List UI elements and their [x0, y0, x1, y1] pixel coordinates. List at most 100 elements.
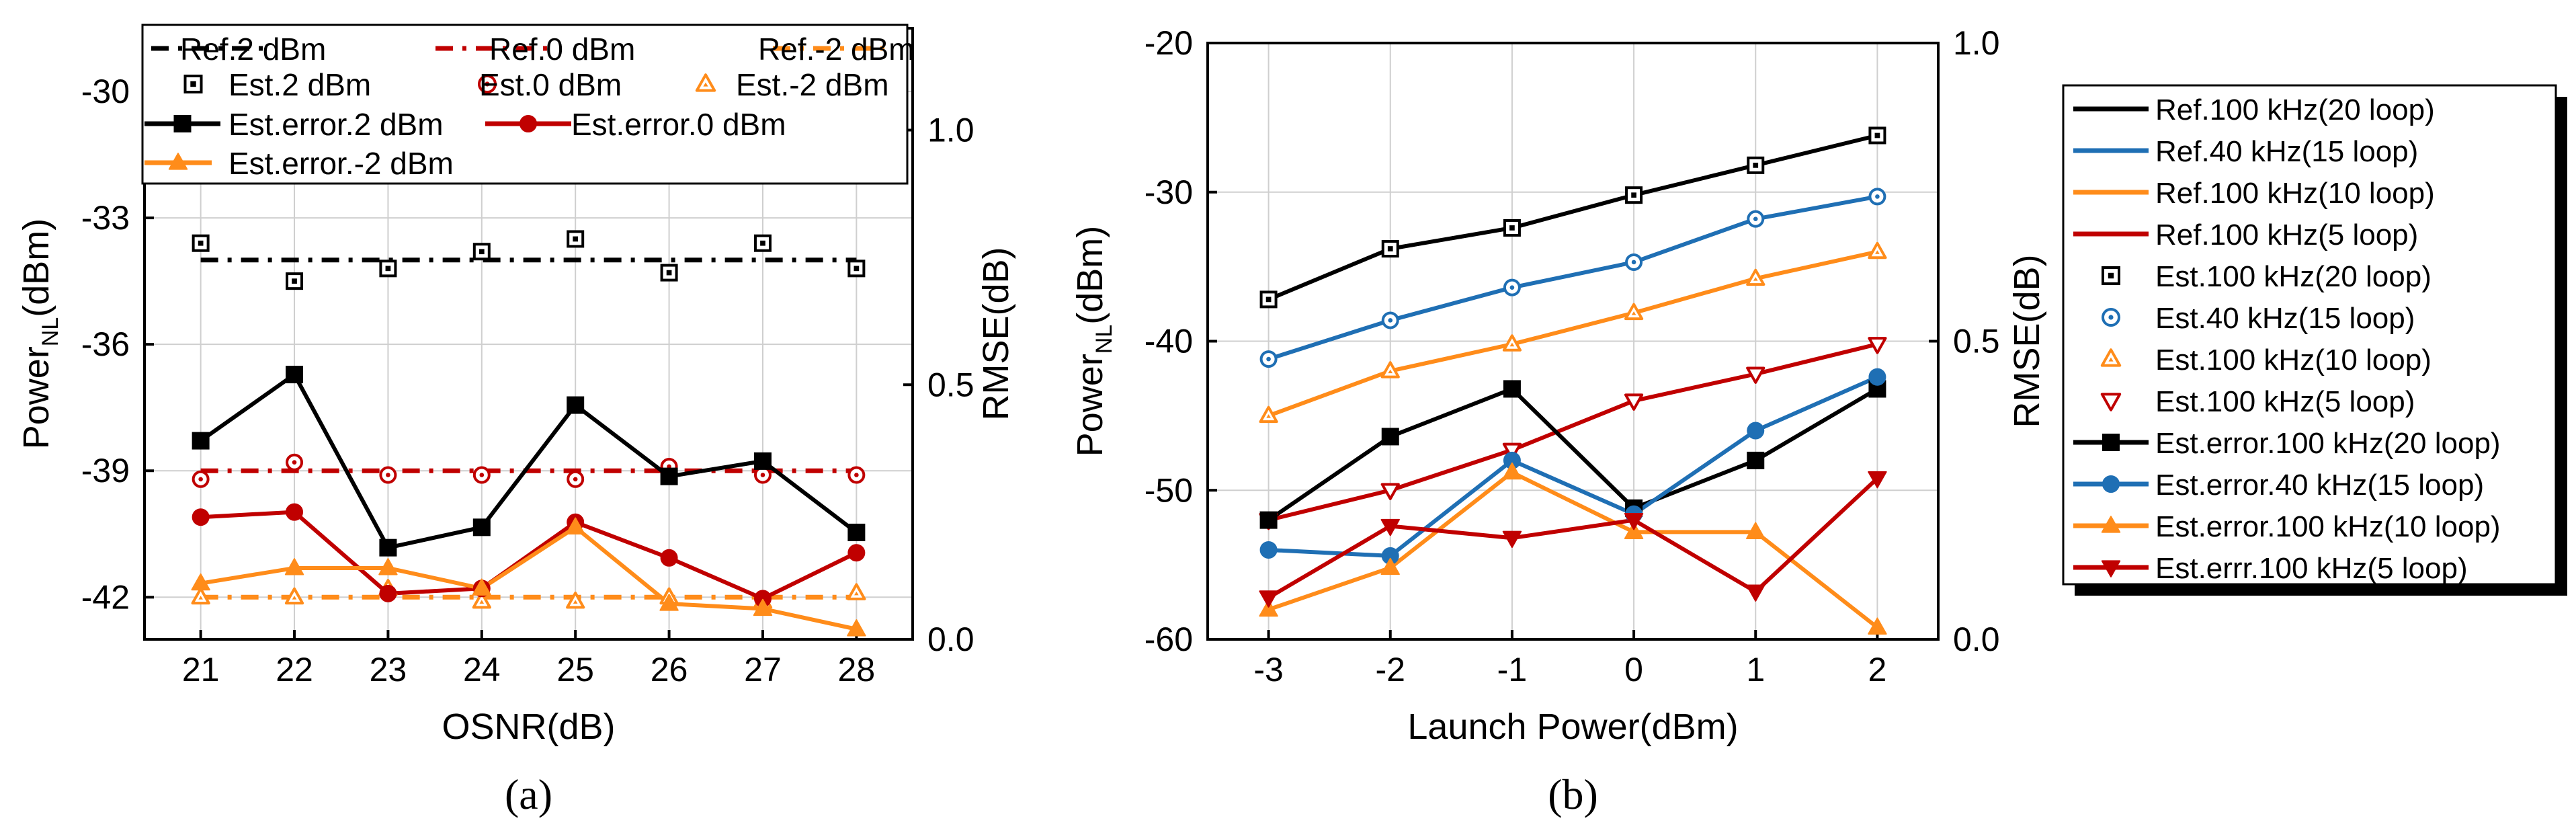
panel-a-series-est-2-dbm-point-0-center — [198, 240, 204, 246]
panel-b-series-est-40-khz-15-loop-point-5-center — [1875, 194, 1880, 199]
panel-a-legend: Ref.2 dBm Ref.0 dBm Ref.-2 dBm Est.2 dBm Est… — [141, 24, 915, 185]
panel-a-series-est-2-dbm-point-7-center — [854, 591, 859, 596]
panel-a-series-est-error-0-dbm-line — [200, 510, 858, 601]
panel-a-legend-entry-est-error-2-dbm-label: Est.error.-2 dBm — [228, 146, 454, 181]
panel-b-series-est-40-khz-15-loop-point-4 — [1747, 210, 1765, 228]
panel-a-series-est-2-dbm-point-4 — [567, 230, 585, 248]
panel-b-series-est-100-khz-10-loop-point-0 — [1259, 405, 1278, 424]
panel-b-series-est-100-khz-5-loop-point-4-shape — [1746, 366, 1765, 384]
panel-a-series-est-error-0-dbm-point-2-shape — [379, 584, 397, 602]
panel-a-xtick-label-1: 22 — [276, 651, 313, 688]
panel-a-legend-entry-ref-0-dbm-label: Ref.0 dBm — [489, 32, 635, 67]
panel-a-series-est-error-2-dbm-point-6-shape — [753, 452, 772, 470]
panel-b-xtick-label-5: 2 — [1868, 651, 1887, 688]
panel-a-series-est-error-0-dbm-point-2 — [379, 584, 397, 602]
panel-a-series-est-error-2-dbm-point-1 — [286, 366, 304, 384]
panel-b-series-ref-100-khz-20-loop-line — [1268, 133, 1878, 302]
panel-b-legend-entry-est-error-100-khz-20-loop-label: Est.error.100 kHz(20 loop) — [2155, 427, 2501, 460]
panel-b-legend-entry-est-error-100-khz-10-loop-marker-shape — [2101, 516, 2121, 533]
panel-b-legend-entry-est-40-khz-15-loop: Est.40 kHz(15 loop) — [2102, 302, 2415, 335]
panel-a-series-est-error-2-dbm-point-7-shape — [847, 523, 866, 541]
panel-a-legend-entry-est-error-0-dbm-marker — [520, 115, 537, 132]
panel-b-legend-entry-est-error-40-khz-15-loop-label: Est.error.40 kHz(15 loop) — [2155, 469, 2484, 502]
panel-b-legend-entry-est-100-khz-5-loop-marker-shape — [2100, 393, 2122, 411]
panel-a-series-est-error-0-dbm-point-7-shape — [847, 544, 866, 562]
panel-a-series-est-error-2-dbm-point-4 — [565, 517, 585, 534]
panel-b-ytick-label-0: -20 — [1145, 24, 1193, 62]
panel-a-legend-entry-est-error-2-dbm-label: Est.error.2 dBm — [228, 107, 444, 142]
panel-b-legend-entry-est-error-100-khz-10-loop: Est.error.100 kHz(10 loop) — [2073, 510, 2501, 543]
panel-b-series-est-40-khz-15-loop-point-2-center — [1509, 285, 1515, 290]
panel-b-series-est-errr-100-khz-5-loop-point-1 — [1380, 518, 1400, 536]
panel-b-series-est-100-khz-10-loop-point-4 — [1746, 268, 1765, 286]
panel-a-xtick-label-4: 25 — [556, 651, 594, 688]
panel-a-series-est-error-0-dbm-point-7 — [847, 544, 866, 562]
panel-b-legend-entry-est-100-khz-20-loop-marker-center — [2108, 272, 2114, 279]
panel-a-series-est-error-2-dbm-line — [199, 372, 858, 550]
panel-a-series-est-2-dbm-point-1 — [284, 587, 304, 605]
panel-b-legend-entry-est-errr-100-khz-5-loop-marker — [2101, 560, 2121, 578]
panel-a-series-est-2-dbm-point-0-center — [198, 596, 203, 600]
panel-b-ytick-label-2: -40 — [1145, 323, 1193, 360]
panel-a-series-est-error-2-dbm-point-4-shape — [565, 517, 585, 534]
panel-a-series-est-0-dbm-point-3-center — [479, 473, 485, 477]
panel-a-legend-entry-est-2-dbm-label: Est.-2 dBm — [736, 67, 889, 102]
panel-b-legend-entry-est-error-100-khz-20-loop-marker-shape — [2102, 434, 2120, 451]
panel-b-series-est-error-100-khz-20-loop-point-4 — [1747, 451, 1765, 469]
panel-a-xtick-label-6: 27 — [744, 651, 782, 688]
panel-b-series-est-error-100-khz-10-loop-point-4 — [1746, 522, 1765, 539]
panel-b-series-est-100-khz-20-loop-point-3 — [1625, 186, 1643, 204]
panel-a-legend-entry-est-2-dbm-marker — [695, 73, 716, 92]
panel-a-ytick-label-4: -42 — [81, 578, 130, 616]
panel-b-series-est-100-khz-20-loop-point-4-center — [1753, 162, 1759, 168]
panel-b-series-est-error-100-khz-10-loop-point-3-shape — [1624, 522, 1644, 539]
panel-b-series-est-error-100-khz-20-loop-point-1-shape — [1381, 428, 1399, 446]
panel-a-ytick-label-2: -36 — [81, 325, 130, 363]
panel-a-xlabel: OSNR(dB) — [442, 707, 615, 747]
panel-a-y2tick-label-1: 0.5 — [927, 366, 974, 403]
panel-a-series-est-error-2-dbm-point-2-shape — [378, 558, 398, 575]
panel-a-series-est-0-dbm-point-6-center — [760, 473, 765, 477]
panel-b-series-est-error-100-khz-10-loop-point-2-shape — [1502, 462, 1522, 480]
panel-a-series-est-error-2-dbm-point-4 — [567, 396, 585, 414]
panel-b-series-est-100-khz-10-loop-point-3-center — [1631, 311, 1636, 315]
panel-a-series-est-0-dbm-point-7 — [847, 466, 866, 484]
panel-b-ylabel-main: Power — [1070, 354, 1110, 456]
panel-a-series-est-error-2-dbm-point-2 — [379, 539, 397, 557]
panel-a-series-est-error-2-dbm-point-2 — [378, 558, 398, 575]
panel-b-series-est-100-khz-10-loop-point-0-center — [1266, 414, 1271, 418]
panel-b-series-est-errr-100-khz-5-loop-point-1-shape — [1380, 518, 1400, 536]
panel-a-y2tick-label-2: 0.0 — [927, 621, 974, 658]
panel-b-series-ref-100-khz-10-loop-line — [1268, 249, 1878, 418]
panel-b-legend-entry-est-error-100-khz-10-loop-marker — [2101, 516, 2121, 533]
panel-a-series-est-error-0-dbm-point-5-shape — [660, 549, 678, 567]
panel-b-series-est-100-khz-5-loop-point-1 — [1380, 483, 1400, 500]
panel-a-legend-entry-est-0-dbm-label: Est.0 dBm — [479, 67, 622, 102]
panel-b-series-est-40-khz-15-loop-point-1 — [1381, 311, 1399, 329]
panel-b-series-est-100-khz-20-loop-point-2 — [1503, 218, 1521, 237]
panel-b-legend-entry-est-100-khz-20-loop-marker — [2102, 266, 2120, 285]
panel-b: -20 -30 -40 -50 -60 1.0 0.5 0.0 -3 -2 -1 0 1 2 Launch … — [1070, 24, 2567, 818]
panel-b-legend: Ref.100 kHz(20 loop) Ref.40 kHz(15 loop) R… — [2062, 84, 2567, 596]
panel-b-series-ref-100-khz-5-loop-line — [1268, 342, 1878, 522]
panel-b-legend-entry-est-error-40-khz-15-loop-marker-shape — [2102, 475, 2120, 493]
panel-b-series-est-error-100-khz-20-loop-line — [1267, 387, 1878, 522]
panel-b-series-ref-40-khz-15-loop-line — [1268, 194, 1878, 361]
panel-b-legend-box — [2062, 84, 2557, 586]
panel-b-series-est-error-40-khz-15-loop-point-0 — [1259, 541, 1278, 559]
panel-b-series-est-errr-100-khz-5-loop-point-4 — [1746, 584, 1765, 602]
panel-a-series-est-2-dbm-point-2 — [379, 260, 397, 278]
panel-a-ylabel-main: Power — [16, 346, 56, 449]
panel-a-legend-entry-est-0-dbm-marker-center — [485, 81, 490, 87]
panel-b-xtick-label-2: -1 — [1497, 651, 1527, 688]
panel-b-legend-entry-ref-100-khz-10-loop: Ref.100 kHz(10 loop) — [2073, 177, 2435, 210]
panel-a-series-est-error-2-dbm-point-3-shape — [472, 518, 491, 536]
panel-b-legend-entry-est-100-khz-10-loop: Est.100 kHz(10 loop) — [2100, 344, 2432, 376]
panel-a-series-est-error-2-dbm-point-0 — [192, 432, 210, 450]
panel-b-legend-entry-est-100-khz-10-loop-marker-center — [2108, 357, 2114, 362]
panel-a-legend-entry-est-0-dbm: Est.0 dBm — [478, 67, 622, 102]
panel-a-legend-entry-est-error-2-dbm: Est.error.2 dBm — [144, 107, 444, 142]
panel-a-series-est-error-2-dbm-point-3 — [472, 518, 491, 536]
panel-b-series-est-100-khz-5-loop-point-2 — [1502, 442, 1522, 461]
